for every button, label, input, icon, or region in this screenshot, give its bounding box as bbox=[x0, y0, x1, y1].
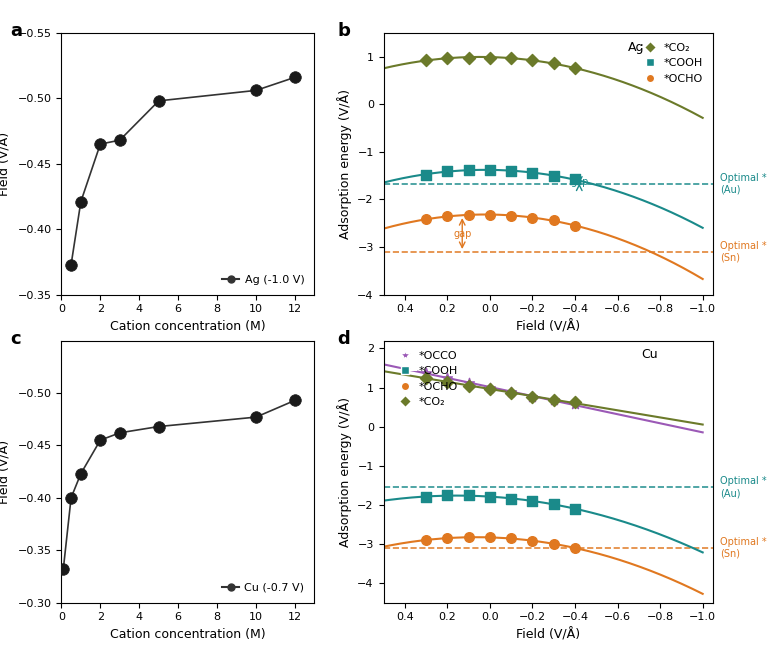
Point bbox=[505, 533, 517, 544]
Point bbox=[484, 492, 496, 502]
Point bbox=[526, 391, 538, 402]
Point bbox=[420, 492, 432, 502]
Text: gap: gap bbox=[571, 178, 589, 187]
Point bbox=[569, 542, 581, 553]
Point bbox=[548, 538, 560, 549]
Point bbox=[526, 212, 538, 223]
Point bbox=[505, 387, 517, 398]
Point bbox=[505, 388, 517, 398]
Point bbox=[441, 53, 453, 64]
Point bbox=[484, 210, 496, 220]
Point bbox=[484, 383, 496, 393]
X-axis label: Field (V/Å): Field (V/Å) bbox=[516, 320, 581, 333]
Text: Ag: Ag bbox=[627, 41, 644, 54]
Point bbox=[441, 533, 453, 543]
Point bbox=[65, 493, 77, 503]
Legend: Cu (-0.7 V): Cu (-0.7 V) bbox=[218, 578, 309, 597]
Point bbox=[505, 53, 517, 64]
Point bbox=[463, 164, 475, 175]
Point bbox=[74, 468, 87, 479]
Point bbox=[463, 52, 475, 63]
Text: d: d bbox=[337, 330, 350, 348]
Point bbox=[463, 532, 475, 542]
Point bbox=[526, 496, 538, 506]
Point bbox=[441, 166, 453, 176]
Y-axis label: Adsorption energy (V/Å): Adsorption energy (V/Å) bbox=[337, 88, 352, 239]
Point bbox=[94, 139, 107, 149]
Text: Cu: Cu bbox=[640, 348, 657, 362]
Point bbox=[441, 211, 453, 221]
Point bbox=[463, 210, 475, 220]
Point bbox=[65, 259, 77, 270]
Point bbox=[74, 196, 87, 207]
Point bbox=[548, 499, 560, 510]
Y-axis label: Adsorption energy (V/Å): Adsorption energy (V/Å) bbox=[337, 396, 352, 547]
Text: Optimal *COOH
(Au): Optimal *COOH (Au) bbox=[720, 173, 767, 195]
Point bbox=[441, 377, 453, 387]
Point bbox=[250, 85, 262, 96]
Point bbox=[569, 504, 581, 514]
Text: a: a bbox=[11, 22, 23, 40]
Point bbox=[569, 399, 581, 409]
Point bbox=[463, 377, 475, 388]
Point bbox=[420, 170, 432, 180]
Y-axis label: Field (V/Å): Field (V/Å) bbox=[0, 132, 12, 196]
Point bbox=[420, 214, 432, 225]
Point bbox=[250, 412, 262, 422]
Point bbox=[114, 135, 126, 145]
Text: b: b bbox=[337, 22, 351, 40]
Point bbox=[526, 168, 538, 178]
Point bbox=[569, 397, 581, 407]
Point bbox=[484, 164, 496, 175]
Point bbox=[420, 534, 432, 545]
Point bbox=[420, 55, 432, 66]
Point bbox=[505, 166, 517, 176]
Point bbox=[420, 373, 432, 383]
Point bbox=[289, 72, 301, 83]
Point bbox=[569, 174, 581, 185]
Point bbox=[441, 490, 453, 500]
X-axis label: Cation concentration (M): Cation concentration (M) bbox=[110, 628, 265, 641]
Point bbox=[548, 394, 560, 405]
Point bbox=[484, 384, 496, 395]
Text: gap: gap bbox=[454, 229, 472, 238]
Legend: Ag (-1.0 V): Ag (-1.0 V) bbox=[218, 271, 309, 290]
Point bbox=[548, 170, 560, 181]
Point bbox=[289, 395, 301, 405]
Point bbox=[484, 532, 496, 542]
Point bbox=[569, 221, 581, 231]
Point bbox=[548, 215, 560, 226]
Point bbox=[94, 435, 107, 445]
Point bbox=[114, 428, 126, 438]
Point bbox=[153, 421, 165, 432]
Point bbox=[548, 58, 560, 69]
Point bbox=[484, 52, 496, 63]
Legend: *CO₂, *COOH, *OCHO: *CO₂, *COOH, *OCHO bbox=[634, 38, 708, 88]
Text: Optimal *COOH
(Au): Optimal *COOH (Au) bbox=[720, 476, 767, 498]
Point bbox=[441, 373, 453, 383]
Point bbox=[420, 367, 432, 378]
Text: c: c bbox=[11, 330, 21, 348]
Y-axis label: Field (V/Å): Field (V/Å) bbox=[0, 440, 12, 504]
X-axis label: Field (V/Å): Field (V/Å) bbox=[516, 628, 581, 641]
Point bbox=[526, 536, 538, 546]
Point bbox=[505, 494, 517, 504]
Point bbox=[463, 381, 475, 391]
Point bbox=[526, 391, 538, 402]
Text: Optimal *OCHO
(Sn): Optimal *OCHO (Sn) bbox=[720, 537, 767, 559]
Point bbox=[569, 64, 581, 74]
Point bbox=[58, 564, 70, 574]
Point bbox=[505, 210, 517, 221]
Point bbox=[463, 490, 475, 500]
Point bbox=[153, 96, 165, 106]
Legend: *OCCO, *COOH, *OCHO, *CO₂: *OCCO, *COOH, *OCHO, *CO₂ bbox=[389, 346, 463, 412]
Point bbox=[526, 54, 538, 65]
Text: Optimal *OCHO
(Sn): Optimal *OCHO (Sn) bbox=[720, 241, 767, 263]
Point bbox=[548, 395, 560, 405]
X-axis label: Cation concentration (M): Cation concentration (M) bbox=[110, 320, 265, 333]
